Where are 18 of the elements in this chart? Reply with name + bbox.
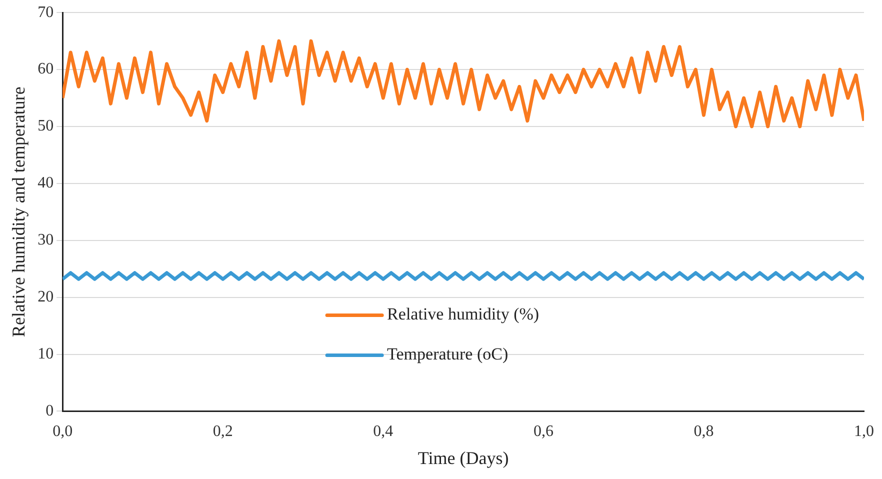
x-tick-label: 0,8 (694, 423, 714, 440)
y-tick-label: 20 (38, 288, 54, 306)
x-tick-label: 0,2 (212, 423, 233, 440)
y-tick-label: 50 (38, 118, 54, 135)
y-tick-label: 10 (38, 345, 54, 362)
legend-label: Relative humidity (%) (387, 304, 540, 324)
x-tick-label: 0,0 (52, 423, 73, 440)
y-tick-label: 60 (38, 60, 54, 78)
legend-label: Temperature (oC) (387, 344, 508, 364)
x-tick-label: 0,4 (373, 423, 394, 440)
y-tick-label: 40 (38, 174, 54, 192)
x-tick-label: 1,0 (854, 423, 874, 440)
y-axis-title: Relative humidity and temperature (8, 86, 29, 338)
y-tick-label: 30 (38, 232, 54, 249)
x-tick-label: 0,6 (533, 423, 554, 440)
y-tick-label: 70 (38, 4, 54, 21)
x-axis-title: Time (Days) (418, 448, 509, 468)
y-tick-label: 0 (46, 402, 54, 420)
